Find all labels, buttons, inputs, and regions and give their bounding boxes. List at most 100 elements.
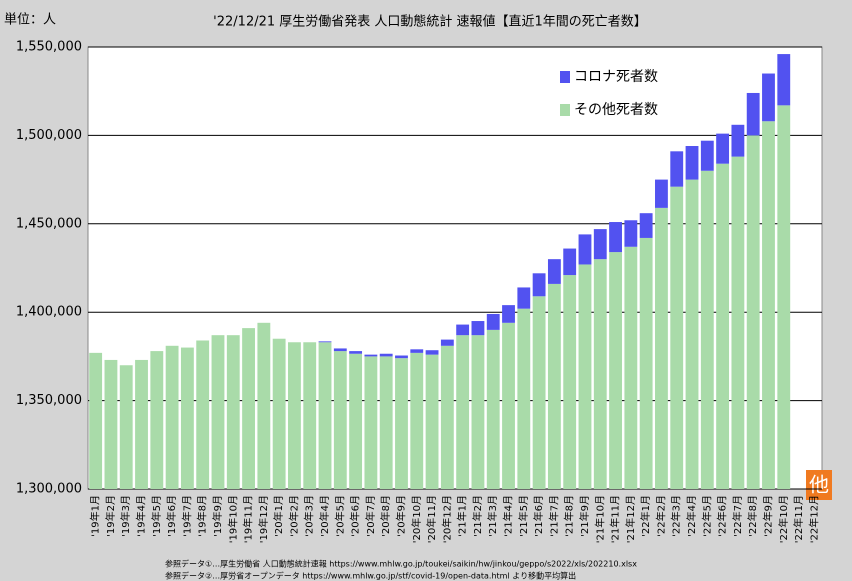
bar-segment [777,105,791,490]
bar-segment [624,220,638,247]
bar-segment [700,170,714,489]
bar-segment [425,350,439,355]
bar-segment [471,335,485,489]
bar-segment [593,259,607,489]
x-tick-label: '21年1月 [456,495,469,537]
bar-segment [440,339,454,346]
x-tick-label: '20年10月 [410,495,423,543]
bar-segment [731,124,745,157]
bar-segment [716,133,730,164]
chart-title: '22/12/21 厚生労働省発表 人口動態統計 速報値【直近1年間の死亡者数】 [213,14,647,30]
bar-segment [685,179,699,489]
x-tick-label: '22年1月 [639,495,652,537]
x-tick-label: '20年5月 [333,495,346,537]
x-tick-label: '20年8月 [379,495,392,537]
bar-segment [517,287,531,309]
bar-segment [104,359,118,489]
y-tick-label: 1,450,000 [16,216,82,231]
bar-segment [670,151,684,187]
bar-segment [395,355,408,359]
x-tick-label: '19年11月 [242,495,255,543]
bar-segment [532,273,546,297]
bar-segment [440,345,454,489]
plot-area [87,46,823,490]
legend-swatch [560,104,570,116]
bar-segment [349,351,363,354]
bar-segment [150,351,164,489]
bar-segment [288,342,301,489]
y-tick-label: 1,400,000 [16,305,82,320]
x-tick-label: '22年6月 [716,495,729,537]
y-tick-label: 1,550,000 [16,40,82,55]
bar-segment [639,237,653,489]
bar-segment [563,248,577,276]
x-tick-label: '20年7月 [364,495,377,537]
bar-segment [226,335,240,489]
bar-segment [486,329,500,489]
bar-segment [563,275,577,489]
x-tick-label: '21年2月 [471,495,484,537]
y-tick-label: 1,300,000 [16,482,82,497]
bar-segment [364,356,378,489]
x-tick-label: '21年10月 [593,495,606,543]
bar-segment [180,347,194,489]
bar-segment [578,264,592,489]
bar-segment [746,135,760,489]
x-tick-label: '20年1月 [272,495,285,537]
x-tick-label: '19年12月 [257,495,270,543]
bar-segment [395,358,408,489]
x-tick-label: '22年7月 [731,495,744,537]
bar-segment [624,246,638,489]
x-tick-label: '21年6月 [532,495,545,537]
bar-segment [242,328,255,489]
bar-segment [639,213,653,238]
bar-segment [135,359,148,489]
x-tick-label: '20年4月 [318,495,331,537]
x-tick-label: '21年11月 [609,495,622,543]
bar-segment [318,342,332,489]
x-tick-label: '21年9月 [578,495,591,537]
bar-segment [119,365,133,489]
x-tick-label: '22年5月 [700,495,713,537]
x-tick-label: '19年7月 [180,495,193,537]
x-tick-label: '21年12月 [624,495,637,543]
y-tick-label: 1,350,000 [16,393,82,408]
bar-segment [700,140,714,171]
x-tick-label: '22年9月 [761,495,774,537]
legend-label: その他死者数 [574,102,658,118]
x-tick-label: '22年4月 [685,495,698,537]
bar-segment [502,322,515,489]
x-tick-label: '21年8月 [563,495,576,537]
legend-label: コロナ死者数 [574,69,658,85]
bar-segment [532,296,546,489]
x-tick-label: '19年4月 [135,495,148,537]
bar-segment [685,146,699,180]
y-axis-label: 単位：人 [4,12,56,28]
x-tick-label: '22年11月 [792,495,805,543]
x-tick-label: '22年3月 [670,495,683,537]
bar-segment [471,321,485,336]
bar-segment [716,163,730,490]
bar-segment [318,341,332,343]
x-tick-label: '22年2月 [654,495,667,537]
bar-segment [165,345,179,489]
bar-segment [746,92,760,136]
y-tick-label: 1,500,000 [16,128,82,143]
bar-segment [379,353,393,357]
bar-segment [593,229,607,260]
bar-segment [777,54,791,106]
bar-segment [762,121,775,490]
x-tick-label: '19年3月 [119,495,132,537]
bar-segment [410,349,424,353]
x-tick-label: '22年8月 [746,495,759,537]
x-tick-label: '22年12月 [807,495,820,543]
bar-segment [547,283,561,489]
bar-segment [762,73,775,122]
x-tick-label: '22年10月 [777,495,790,543]
bar-segment [731,156,745,489]
bar-segment [456,335,470,489]
bar-segment [257,322,271,489]
badge-box [806,470,832,500]
bar-segment [349,353,363,489]
